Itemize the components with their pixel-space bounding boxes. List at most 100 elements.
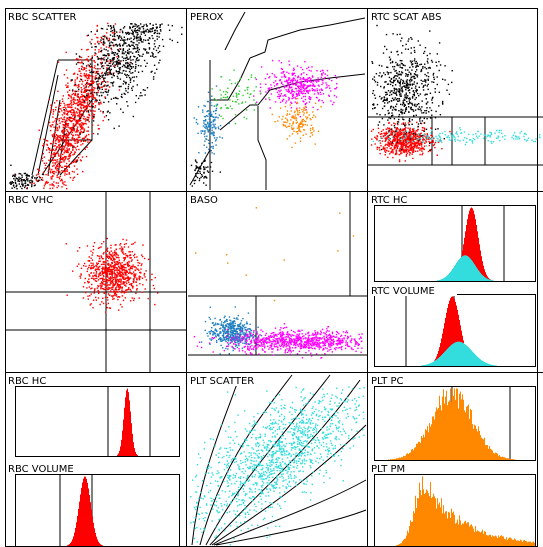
rbc-scatter-point bbox=[130, 67, 133, 70]
rbc-scatter-point bbox=[105, 88, 107, 90]
rtc-scat-abs-point bbox=[395, 78, 397, 80]
rbc-vhc-point bbox=[111, 270, 113, 272]
rbc-vhc-point bbox=[98, 255, 100, 257]
rbc-scatter-point bbox=[128, 77, 131, 79]
perox-point bbox=[300, 84, 302, 86]
rbc-vhc-point bbox=[113, 276, 116, 279]
rbc-scatter-point bbox=[64, 112, 66, 114]
rbc-scatter-point bbox=[38, 129, 40, 131]
rbc-scatter-point bbox=[83, 137, 86, 140]
rbc-scatter-point bbox=[171, 39, 173, 42]
rbc-scatter-point bbox=[100, 41, 103, 44]
perox-point bbox=[320, 93, 322, 96]
rbc-scatter-point bbox=[134, 28, 136, 30]
rbc-vhc-point bbox=[106, 247, 109, 249]
rbc-scatter-point bbox=[64, 155, 66, 158]
perox-point bbox=[290, 92, 293, 94]
rbc-vhc-point bbox=[107, 280, 109, 282]
rbc-scatter-point bbox=[136, 47, 138, 50]
rbc-scatter-point bbox=[72, 179, 74, 181]
rbc-scatter-point bbox=[71, 131, 73, 133]
perox-point bbox=[314, 143, 316, 145]
rbc-scatter-point bbox=[104, 88, 107, 90]
rtc-scat-abs-point bbox=[405, 140, 408, 142]
rtc-scat-abs-point bbox=[409, 102, 411, 104]
rbc-scatter-point bbox=[151, 70, 153, 73]
perox-point bbox=[294, 116, 296, 118]
perox-point bbox=[302, 95, 305, 98]
perox-point bbox=[296, 127, 299, 129]
rbc-scatter-point bbox=[94, 52, 96, 54]
rbc-scatter-point bbox=[84, 91, 86, 94]
rbc-scatter-point bbox=[73, 73, 75, 75]
rbc-scatter-point bbox=[73, 111, 75, 113]
rbc-vhc-point bbox=[107, 270, 109, 273]
rbc-scatter-point bbox=[65, 165, 68, 167]
rbc-vhc-point bbox=[137, 261, 139, 264]
rtc-scat-abs-point bbox=[407, 145, 409, 148]
perox-point bbox=[271, 113, 273, 116]
rbc-scatter-point bbox=[125, 81, 127, 84]
rbc-scatter-point bbox=[100, 36, 102, 39]
rbc-scatter-point bbox=[109, 71, 112, 74]
rtc-scat-abs-point bbox=[408, 152, 411, 154]
rbc-scatter-point bbox=[17, 179, 20, 181]
rbc-scatter-point bbox=[96, 70, 98, 73]
rbc-scatter-point bbox=[46, 143, 48, 146]
rtc-scat-abs-point bbox=[454, 140, 456, 142]
rtc-scat-abs-point bbox=[409, 139, 411, 141]
perox-point bbox=[195, 173, 197, 175]
rbc-scatter-point bbox=[76, 173, 79, 175]
perox-point bbox=[202, 130, 204, 132]
rbc-scatter-point bbox=[116, 45, 118, 47]
rbc-scatter-point bbox=[91, 124, 94, 126]
rbc-scatter-point bbox=[131, 32, 133, 35]
rtc-scat-abs-point bbox=[405, 73, 407, 75]
rbc-scatter-point bbox=[102, 81, 104, 83]
rbc-scatter-point bbox=[106, 38, 108, 40]
rbc-vhc-point bbox=[142, 284, 144, 286]
perox-point bbox=[299, 140, 302, 142]
perox-point bbox=[287, 125, 289, 127]
rbc-scatter-point bbox=[145, 65, 147, 67]
rtc-scat-abs-point bbox=[385, 133, 387, 136]
rbc-vhc-point bbox=[114, 266, 117, 268]
rtc-scat-abs-point bbox=[416, 76, 419, 78]
rtc-scat-abs-point bbox=[456, 131, 458, 133]
rbc-scatter-point bbox=[52, 187, 54, 189]
perox-point bbox=[302, 83, 305, 85]
rtc-scat-abs-point bbox=[413, 137, 415, 139]
perox-point bbox=[318, 85, 320, 87]
rbc-scatter-point bbox=[67, 118, 69, 121]
rbc-scatter-point bbox=[112, 38, 114, 41]
rbc-scatter-point bbox=[97, 89, 100, 92]
rbc-vhc-point bbox=[101, 258, 104, 260]
rtc-scat-abs-point bbox=[402, 144, 404, 146]
rbc-scatter-point bbox=[43, 156, 45, 158]
perox-point bbox=[333, 101, 335, 104]
rtc-scat-abs-point bbox=[425, 140, 427, 142]
rbc-scatter-point bbox=[88, 77, 90, 80]
rbc-vhc-point bbox=[90, 288, 92, 290]
rbc-scatter-point bbox=[111, 58, 114, 60]
rbc-scatter-point bbox=[90, 83, 92, 85]
rtc-scat-abs-point bbox=[409, 83, 412, 85]
perox-point bbox=[208, 123, 210, 125]
rbc-scatter-point bbox=[86, 93, 88, 95]
rtc-scat-abs-point bbox=[388, 56, 391, 58]
rtc-scat-abs-point bbox=[409, 134, 411, 136]
rbc-scatter-point bbox=[143, 39, 145, 41]
rbc-scatter-point bbox=[48, 121, 51, 124]
rtc-scat-abs-point bbox=[391, 115, 393, 117]
rtc-scat-abs-point bbox=[455, 132, 457, 134]
rbc-scatter-point bbox=[93, 81, 95, 83]
rbc-scatter-point bbox=[75, 131, 77, 133]
rtc-scat-abs-point bbox=[394, 144, 396, 147]
rbc-scatter-point bbox=[11, 181, 13, 183]
rbc-scatter-point bbox=[142, 26, 145, 28]
rbc-scatter-point bbox=[135, 76, 138, 78]
rbc-scatter-point bbox=[85, 59, 87, 61]
rtc-scat-abs-point bbox=[396, 143, 399, 145]
rbc-scatter-point bbox=[114, 23, 117, 25]
rtc-scat-abs-point bbox=[474, 138, 476, 141]
